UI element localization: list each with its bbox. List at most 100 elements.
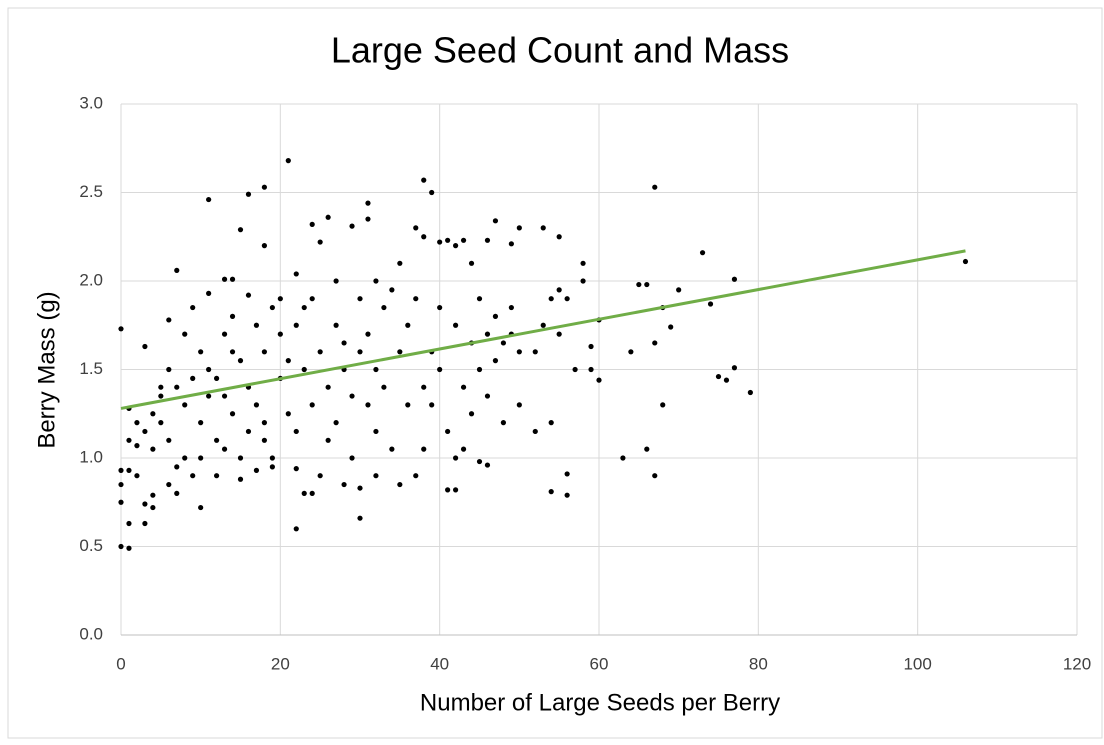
chart-border xyxy=(7,7,1103,739)
y-tick-label: 3.0 xyxy=(79,93,103,112)
scatter-point xyxy=(309,296,315,302)
scatter-point xyxy=(293,466,299,472)
scatter-point xyxy=(221,446,228,452)
scatter-point xyxy=(731,365,738,371)
scatter-point xyxy=(476,458,483,465)
scatter-point xyxy=(261,437,267,443)
scatter-point xyxy=(126,520,132,527)
scatter-point xyxy=(699,250,706,256)
scatter-point xyxy=(221,331,228,337)
scatter-point xyxy=(413,225,419,231)
scatter-point xyxy=(174,384,180,390)
scatter-point xyxy=(317,349,323,355)
scatter-point xyxy=(237,476,244,482)
scatter-point xyxy=(198,420,204,426)
scatter-point xyxy=(492,313,499,319)
scatter-point xyxy=(118,467,124,473)
scatter-point xyxy=(221,393,228,399)
y-tick-label: 1.5 xyxy=(79,359,103,378)
scatter-point xyxy=(134,420,140,426)
scatter-point xyxy=(413,296,419,302)
scatter-point xyxy=(253,402,260,408)
scatter-point xyxy=(644,281,650,288)
scatter-point xyxy=(707,301,714,307)
scatter-point xyxy=(564,296,570,302)
scatter-point xyxy=(198,349,204,355)
scatter-point xyxy=(492,358,499,364)
scatter-point xyxy=(357,515,363,521)
y-tick-label: 0.0 xyxy=(79,624,103,643)
scatter-point xyxy=(142,520,148,527)
scatter-point xyxy=(373,366,379,373)
scatter-point xyxy=(652,473,658,479)
chart-title: Large Seed Count and Mass xyxy=(331,30,789,71)
scatter-point xyxy=(142,428,148,435)
scatter-point xyxy=(373,473,379,479)
x-tick-label: 0 xyxy=(116,654,125,673)
scatter-point xyxy=(206,366,212,373)
scatter-point xyxy=(445,237,451,243)
scatter-point xyxy=(118,543,124,550)
scatter-point xyxy=(397,260,403,266)
scatter-point xyxy=(349,455,355,461)
scatter-point xyxy=(453,322,459,328)
scatter-point xyxy=(198,455,204,461)
scatter-point xyxy=(142,501,148,507)
scatter-point xyxy=(166,437,172,443)
scatter-point xyxy=(150,411,156,417)
scatter-point xyxy=(365,216,371,222)
scatter-point xyxy=(962,258,969,265)
scatter-point xyxy=(365,200,371,206)
scatter-point xyxy=(229,349,236,355)
scatter-point xyxy=(190,375,196,381)
scatter-point xyxy=(484,237,491,243)
scatter-point xyxy=(540,322,546,328)
scatter-point xyxy=(636,281,642,288)
scatter-point xyxy=(126,545,132,551)
scatter-point xyxy=(237,455,244,461)
x-tick-label: 80 xyxy=(749,654,768,673)
scatter-point xyxy=(548,296,554,302)
scatter-point xyxy=(628,349,634,355)
scatter-point xyxy=(357,296,363,302)
scatter-point xyxy=(118,499,124,505)
scatter-point xyxy=(492,218,499,224)
scatter-point xyxy=(644,446,650,452)
scatter-point xyxy=(269,464,275,470)
scatter-point xyxy=(715,373,722,380)
scatter-point xyxy=(588,343,594,350)
scatter-point xyxy=(484,462,491,468)
scatter-point xyxy=(532,349,538,355)
scatter-point xyxy=(253,322,260,328)
scatter-point xyxy=(325,437,331,443)
scatter-point xyxy=(341,340,347,346)
scatter-point xyxy=(182,331,188,337)
scatter-point xyxy=(229,313,236,319)
scatter-point xyxy=(158,420,164,426)
scatter-point xyxy=(620,455,626,461)
y-tick-label: 1.0 xyxy=(79,447,103,466)
scatter-point xyxy=(429,189,435,196)
scatter-point xyxy=(357,349,363,355)
scatter-point xyxy=(158,393,164,399)
scatter-point xyxy=(349,393,355,399)
scatter-point xyxy=(245,191,252,197)
scatter-point xyxy=(676,287,682,293)
scatter-point xyxy=(468,411,475,417)
scatter-point xyxy=(237,358,244,364)
scatter-point xyxy=(397,481,403,488)
scatter-point xyxy=(500,340,506,346)
scatter-point xyxy=(652,340,658,346)
scatter-point xyxy=(166,481,172,488)
scatter-point xyxy=(214,437,220,443)
scatter-point xyxy=(182,455,188,461)
scatter-point xyxy=(596,377,602,383)
scatter-point xyxy=(405,322,411,328)
scatter-point xyxy=(150,446,156,452)
scatter-point xyxy=(261,243,267,249)
scatter-point xyxy=(118,481,124,488)
scatter-point xyxy=(389,287,395,293)
scatter-point xyxy=(142,343,148,350)
